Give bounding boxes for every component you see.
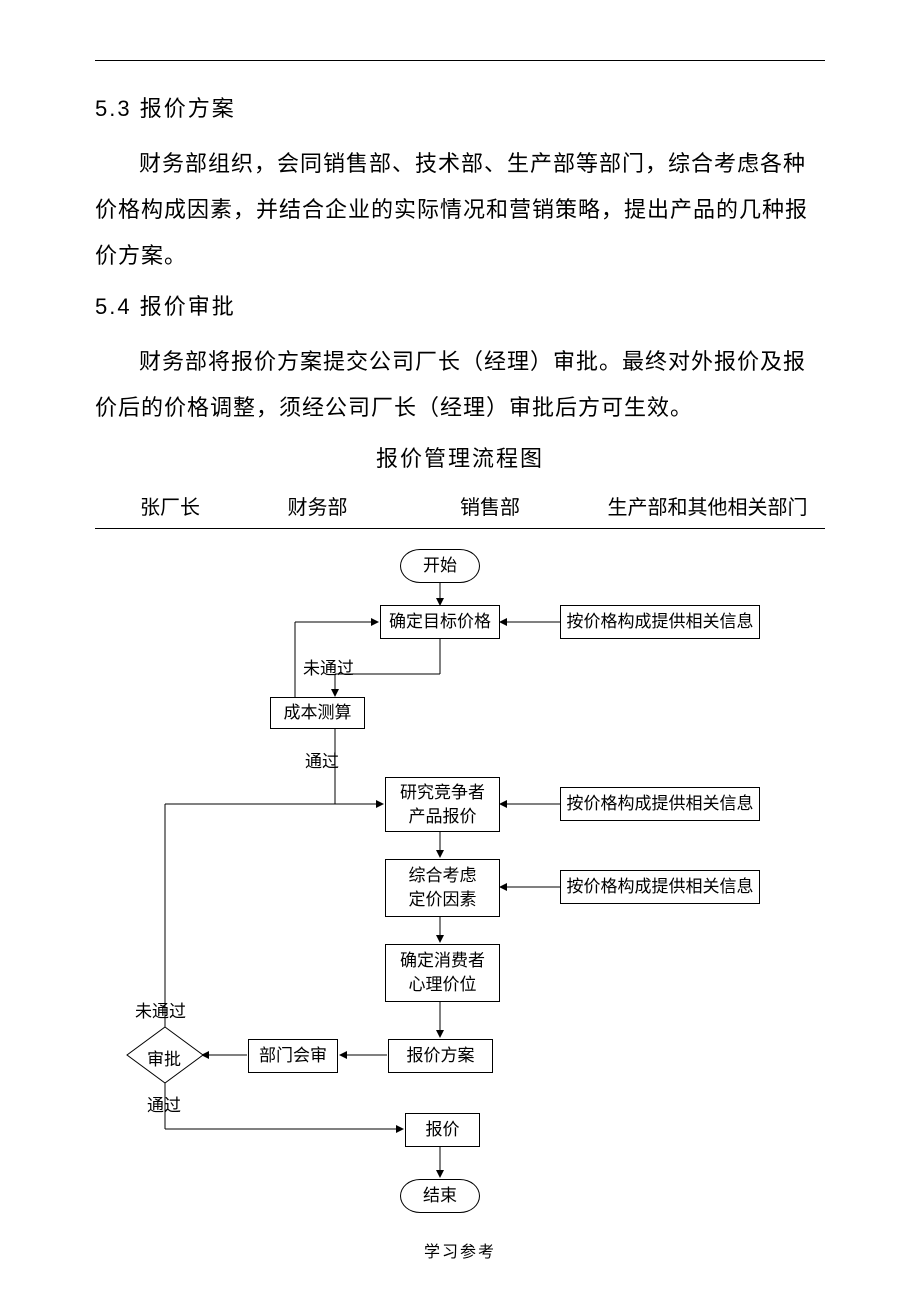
node-target: 确定目标价格: [380, 605, 500, 639]
node-factor: 综合考虑 定价因素: [385, 859, 500, 917]
lane-3: 销售部: [390, 491, 590, 520]
node-quote: 报价: [405, 1113, 480, 1147]
node-info2: 按价格构成提供相关信息: [560, 787, 760, 821]
node-approve: 审批: [147, 1045, 181, 1070]
label-fail2: 未通过: [135, 997, 186, 1022]
lane-1: 张厂长: [95, 491, 245, 520]
swimlane-header: 张厂长 财务部 销售部 生产部和其他相关部门: [95, 491, 825, 529]
document-page: 5.3 报价方案 财务部组织，会同销售部、技术部、生产部等部门，综合考虑各种价格…: [0, 0, 920, 1269]
node-review: 部门会审: [248, 1039, 338, 1073]
top-rule: [95, 60, 825, 61]
section-54-heading: 5.4 报价审批: [95, 289, 825, 321]
node-plan: 报价方案: [388, 1039, 493, 1073]
node-info1: 按价格构成提供相关信息: [560, 605, 760, 639]
node-consumer: 确定消费者 心理价位: [385, 944, 500, 1002]
label-pass2: 通过: [147, 1091, 181, 1116]
node-compete: 研究竞争者 产品报价: [385, 777, 500, 832]
lane-2: 财务部: [245, 491, 390, 520]
lane-4: 生产部和其他相关部门: [590, 491, 825, 520]
node-cost: 成本测算: [270, 697, 365, 729]
section-53-body: 财务部组织，会同销售部、技术部、生产部等部门，综合考虑各种价格构成因素，并结合企…: [95, 141, 825, 279]
label-pass: 通过: [305, 747, 339, 772]
section-54-body: 财务部将报价方案提交公司厂长（经理）审批。最终对外报价及报价后的价格调整，须经公…: [95, 339, 825, 431]
flowchart-title: 报价管理流程图: [95, 441, 825, 473]
label-fail: 未通过: [303, 654, 354, 679]
flowchart: 开始 确定目标价格 按价格构成提供相关信息 成本测算 未通过 通过 研究竞争者 …: [95, 539, 825, 1229]
footer-text: 学习参考: [0, 1238, 920, 1262]
section-53-heading: 5.3 报价方案: [95, 91, 825, 123]
node-end: 结束: [400, 1179, 480, 1213]
node-start: 开始: [400, 549, 480, 583]
node-info3: 按价格构成提供相关信息: [560, 870, 760, 904]
